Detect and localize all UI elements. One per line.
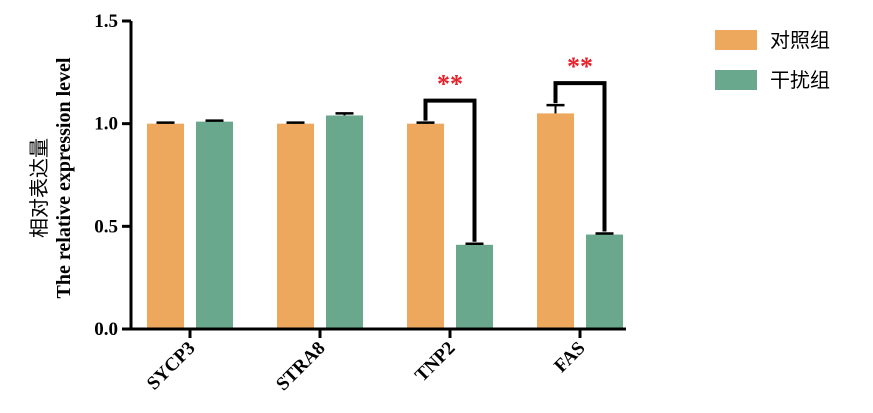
bar-sycp3-control [147,123,184,330]
bar-stra8-control [277,123,314,330]
y-tick-label: 0.5 [94,216,118,237]
x-tick-label-stra8: STRA8 [272,338,329,395]
y-tick-label: 1.5 [94,11,118,32]
y-tick-label: 1.0 [94,114,118,135]
bar-fas-treatment [586,234,623,329]
bar-tnp2-control [407,123,444,330]
error-bars-layer [156,103,614,246]
bar-stra8-treatment [326,115,363,329]
significance-bracket-tnp2 [423,98,477,242]
bar-sycp3-treatment [196,121,233,329]
legend-label-treatment: 干扰组 [770,68,830,92]
bar-fas-control [537,113,574,330]
x-tick-label-sycp3: SYCP3 [143,338,200,395]
y-axis-label-en: The relative expression level [53,57,75,298]
bars-layer [147,113,623,330]
significance-bracket-fas [553,81,607,232]
y-tick-label: 0.0 [94,319,118,340]
legend-swatch-control [715,30,757,50]
bar-tnp2-treatment [456,244,493,329]
significance-label-tnp2: ** [437,70,463,99]
significance-label-fas: ** [567,52,593,81]
significance-layer: ** ** [423,52,607,242]
legend-label-control: 对照组 [770,28,830,52]
x-tick-label-tnp2: TNP2 [411,338,459,386]
legend-swatch-treatment [715,70,757,90]
y-axis-label-cn: 相对表达量 [27,138,51,238]
x-tick-label-fas: FAS [550,338,589,377]
y-axis-title: 相对表达量 The relative expression level [27,57,75,298]
